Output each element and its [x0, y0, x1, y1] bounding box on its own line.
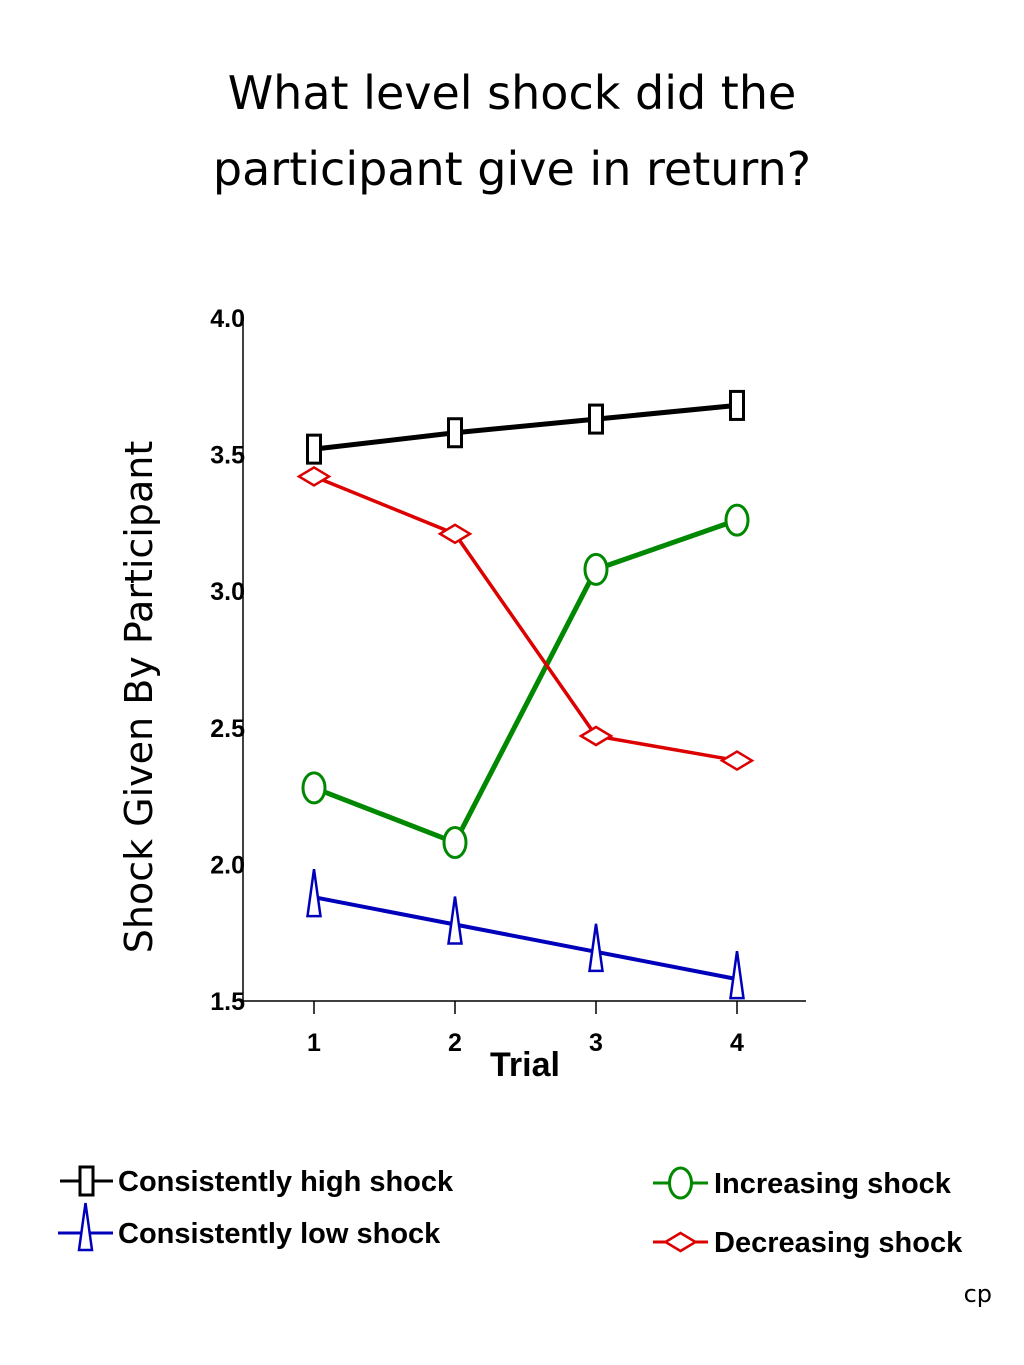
chart-legend: Consistently high shock Consistently low …: [58, 1165, 963, 1259]
data-point-marker: [719, 750, 755, 772]
y-tick-label: 3.0: [210, 578, 245, 606]
y-tick-label: 4.0: [210, 305, 245, 333]
series-ellipse: [301, 503, 750, 860]
data-point-marker: [588, 403, 604, 435]
series-line: [313, 402, 738, 452]
chart-title: What level shock did the participant giv…: [0, 55, 1024, 207]
data-point-marker: [301, 771, 327, 805]
legend-marker-swatch: [663, 1231, 698, 1253]
data-point-marker: [306, 869, 322, 918]
x-tick-label: 1: [307, 1029, 321, 1057]
series-line: [313, 895, 738, 982]
chart-title-line-1: What level shock did the: [227, 66, 797, 120]
y-tick-label: 1.5: [210, 988, 245, 1016]
data-point-marker: [729, 950, 745, 1000]
chart-series: [296, 389, 755, 1000]
y-axis-title: Shock Given By Participant: [117, 441, 161, 954]
series-rectangle: [306, 389, 745, 465]
legend-label: Increasing shock: [714, 1168, 952, 1200]
data-point-marker: [447, 896, 463, 945]
legend-label: Decreasing shock: [714, 1227, 963, 1259]
data-point-marker: [442, 826, 468, 860]
legend-item: Consistently low shock: [58, 1202, 441, 1252]
data-point-marker: [583, 552, 609, 586]
x-axis-title: Trial: [490, 1046, 560, 1084]
x-tick-label: 2: [448, 1029, 462, 1057]
y-tick-label: 2.5: [210, 715, 245, 743]
legend-marker-swatch: [77, 1202, 94, 1252]
legend-item: Decreasing shock: [653, 1227, 963, 1259]
y-tick-label: 3.5: [210, 442, 245, 470]
series-spike-triangle: [306, 869, 745, 1000]
legend-marker-swatch: [668, 1166, 693, 1200]
legend-marker-swatch: [78, 1165, 95, 1197]
x-tick-label: 4: [730, 1029, 744, 1057]
legend-item: Consistently high shock: [60, 1165, 454, 1198]
data-point-marker: [447, 417, 463, 449]
data-point-marker: [296, 465, 332, 487]
chart-axes: 1.5 2.0 2.5 3.0 3.5 4.0 1 2 3 4: [210, 305, 806, 1057]
legend-item: Increasing shock: [653, 1166, 952, 1200]
series-line: [313, 474, 738, 763]
footer-initials: cp: [963, 1280, 992, 1308]
data-point-marker: [588, 923, 604, 973]
data-point-marker: [437, 523, 473, 545]
series-line: [313, 517, 738, 846]
legend-label: Consistently high shock: [118, 1166, 454, 1198]
data-point-marker: [306, 433, 322, 465]
x-tick-label: 3: [589, 1029, 603, 1057]
data-point-marker: [578, 725, 614, 747]
data-point-marker: [724, 503, 750, 537]
legend-label: Consistently low shock: [118, 1218, 441, 1250]
data-point-marker: [729, 389, 745, 421]
series-diamond: [296, 465, 755, 772]
chart-title-line-2: participant give in return?: [212, 142, 812, 196]
y-tick-label: 2.0: [210, 851, 245, 879]
